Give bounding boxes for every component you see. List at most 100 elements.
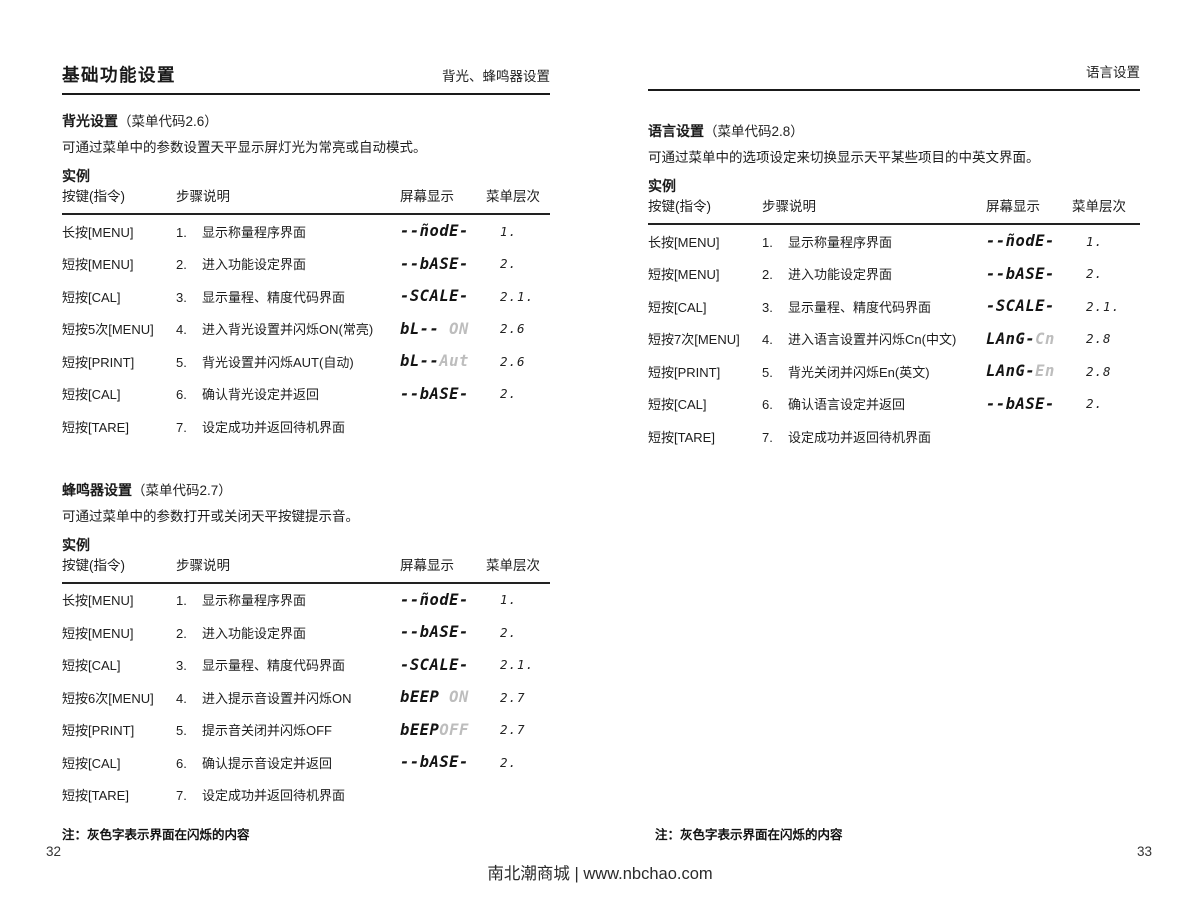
key-command: 短按6次[MENU] <box>62 690 154 706</box>
menu-level: 2. <box>500 256 518 272</box>
sections-container: 语言设置（菜单代码2.8） 可通过菜单中的选项设定来切换显示天平某些项目的中英文界… <box>648 122 1140 453</box>
page-left: 基础功能设置 背光、蜂鸣器设置 背光设置（菜单代码2.6） 可通过菜单中的参数设置… <box>62 64 550 811</box>
step-number: 6. <box>762 397 773 413</box>
display-cell: --ñodE- <box>986 232 1072 250</box>
table-row: 短按[CAL] 6. 确认提示音设定并返回 --bASE- 2. <box>62 746 550 779</box>
column-header: 菜单层次 <box>486 189 540 204</box>
flash-note: 注：灰色字表示界面在闪烁的内容 <box>655 828 843 842</box>
table-row: 短按[CAL] 3. 显示量程、精度代码界面 -SCALE- 2.1. <box>62 280 550 313</box>
table-row: 短按7次[MENU] 4. 进入语言设置并闪烁Cn(中文) LAnG-Cn 2.8 <box>648 323 1140 356</box>
step-cell: 1. 显示称量程序界面 <box>762 232 986 251</box>
step-description: 提示音关闭并闪烁OFF <box>202 723 332 739</box>
display-segment-dark: bL-- <box>400 319 440 338</box>
section-description: 可通过菜单中的选项设定来切换显示天平某些项目的中英文界面。 <box>648 150 1040 165</box>
step-description: 设定成功并返回待机界面 <box>788 429 932 445</box>
step-cell: 1. 显示称量程序界面 <box>176 222 400 241</box>
flash-note: 注：灰色字表示界面在闪烁的内容 <box>62 828 250 842</box>
display-segment-dark: --bASE- <box>400 384 469 403</box>
menu-level: 2. <box>1086 396 1104 412</box>
column-header: 按键(指令) <box>62 189 125 204</box>
step-description: 确认语言设定并返回 <box>788 397 906 413</box>
display-cell: --bASE- <box>986 395 1072 413</box>
step-number: 6. <box>176 387 187 403</box>
step-description: 显示量程、精度代码界面 <box>202 289 346 305</box>
display-segment-dark: --ñodE- <box>986 232 1055 251</box>
table-row: 短按[MENU] 2. 进入功能设定界面 --bASE- 2. <box>62 616 550 649</box>
step-description: 设定成功并返回待机界面 <box>202 788 346 804</box>
section-beeper: 蜂鸣器设置（菜单代码2.7） 可通过菜单中的参数打开或关闭天平按键提示音。 实例 按键… <box>62 481 550 812</box>
menu-level: 2.7 <box>500 722 526 738</box>
step-number: 5. <box>762 364 773 380</box>
key-command: 短按[CAL] <box>62 755 121 771</box>
display-segment-dark: --ñodE- <box>400 590 469 609</box>
display-cell: bL-- ON <box>400 320 486 338</box>
display-segment-flash: OFF <box>439 720 469 739</box>
step-cell: 6. 确认背光设定并返回 <box>176 384 400 403</box>
table-row: 短按[TARE] 7. 设定成功并返回待机界面 <box>62 779 550 812</box>
step-number: 1. <box>176 224 187 240</box>
step-cell: 5. 背光设置并闪烁AUT(自动) <box>176 352 400 371</box>
step-number: 2. <box>176 257 187 273</box>
section-language: 语言设置（菜单代码2.8） 可通过菜单中的选项设定来切换显示天平某些项目的中英文界… <box>648 122 1140 453</box>
display-cell: --ñodE- <box>400 222 486 240</box>
display-segment-dark: -SCALE- <box>400 655 469 674</box>
key-command: 短按[PRINT] <box>62 723 135 739</box>
key-command: 短按[MENU] <box>62 625 134 641</box>
key-command: 短按[PRINT] <box>648 364 721 380</box>
step-number: 5. <box>176 723 187 739</box>
display-segment-dark: bEEP <box>400 720 440 739</box>
display-segment-dark: --bASE- <box>400 623 469 642</box>
step-cell: 5. 提示音关闭并闪烁OFF <box>176 720 400 739</box>
step-number: 5. <box>176 354 187 370</box>
display-segment-flash: ON <box>439 319 469 338</box>
header-topic: 背光、蜂鸣器设置 <box>442 69 550 84</box>
display-segment-dark: --bASE- <box>400 753 469 772</box>
step-description: 确认提示音设定并返回 <box>202 755 333 771</box>
key-command: 短按[TARE] <box>648 429 715 445</box>
menu-level: 2.6 <box>500 353 526 369</box>
step-cell: 2. 进入功能设定界面 <box>176 254 400 273</box>
menu-level: 1. <box>500 223 518 239</box>
display-segment-dark: bEEP <box>400 688 440 707</box>
step-description: 背光关闭并闪烁En(英文) <box>788 364 930 380</box>
step-description: 显示称量程序界面 <box>202 593 307 609</box>
step-cell: 1. 显示称量程序界面 <box>176 590 400 609</box>
display-segment-flash: En <box>1035 362 1055 381</box>
key-command: 短按5次[MENU] <box>62 322 154 338</box>
step-number: 1. <box>176 593 187 609</box>
table-row: 短按[PRINT] 5. 背光关闭并闪烁En(英文) LAnG-En 2.8 <box>648 355 1140 388</box>
table-header: 按键(指令) 步骤说明 屏幕显示 菜单层次 <box>648 198 1140 225</box>
step-description: 进入背光设置并闪烁ON(常亮) <box>202 322 374 338</box>
step-description: 显示量程、精度代码界面 <box>202 658 346 674</box>
display-segment-dark: LAnG- <box>986 362 1036 381</box>
section-title: 背光设置（菜单代码2.6） <box>62 112 550 131</box>
display-cell: LAnG-Cn <box>986 330 1072 348</box>
display-cell: -SCALE- <box>400 287 486 305</box>
step-number: 1. <box>762 234 773 250</box>
step-number: 4. <box>176 322 187 338</box>
display-segment-flash: Cn <box>1035 329 1055 348</box>
section-title-text: 语言设置 <box>648 123 704 139</box>
table-row: 短按6次[MENU] 4. 进入提示音设置并闪烁ON bEEP ON 2.7 <box>62 681 550 714</box>
key-command: 短按[CAL] <box>62 658 121 674</box>
key-command: 长按[MENU] <box>62 224 134 240</box>
menu-level: 1. <box>1086 233 1104 249</box>
table-row: 短按5次[MENU] 4. 进入背光设置并闪烁ON(常亮) bL-- ON 2.6 <box>62 313 550 346</box>
display-cell: bEEPOFF <box>400 721 486 739</box>
column-header: 步骤说明 <box>176 557 230 573</box>
step-number: 7. <box>762 429 773 445</box>
display-cell: --bASE- <box>400 255 486 273</box>
display-segment-dark: --bASE- <box>986 394 1055 413</box>
menu-level: 2. <box>1086 266 1104 282</box>
sections-container: 背光设置（菜单代码2.6） 可通过菜单中的参数设置天平显示屏灯光为常亮或自动模式。… <box>62 112 550 811</box>
display-cell: --ñodE- <box>400 591 486 609</box>
example-label: 实例 <box>62 536 90 553</box>
section-menu-code: （菜单代码2.7） <box>132 482 232 498</box>
step-number: 6. <box>176 755 187 771</box>
display-segment-flash: Aut <box>439 352 469 371</box>
table-row: 短按[PRINT] 5. 提示音关闭并闪烁OFF bEEPOFF 2.7 <box>62 714 550 747</box>
menu-level: 2. <box>500 624 518 640</box>
menu-level: 2.1. <box>1086 298 1121 314</box>
section-title: 语言设置（菜单代码2.8） <box>648 122 1140 141</box>
key-command: 短按[TARE] <box>62 419 129 435</box>
